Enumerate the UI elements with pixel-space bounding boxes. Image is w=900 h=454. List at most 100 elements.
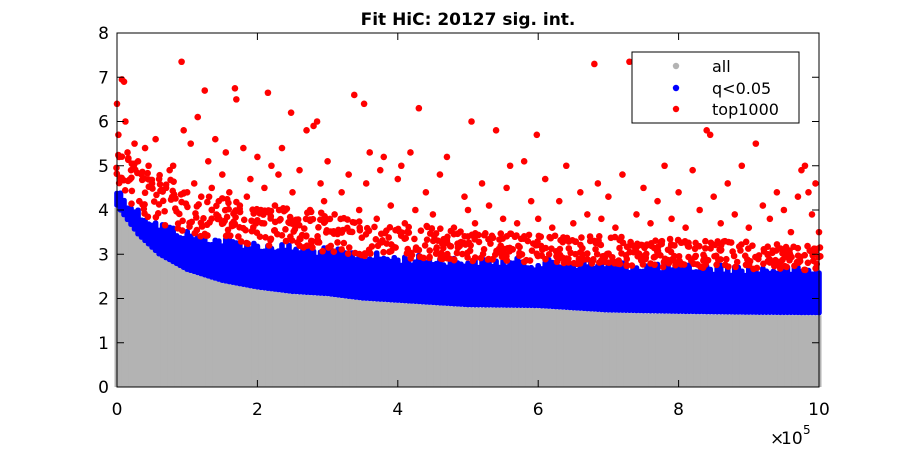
top1000-point bbox=[528, 247, 536, 254]
top1000-point bbox=[745, 224, 753, 231]
top1000-point bbox=[169, 187, 177, 195]
top1000-point bbox=[340, 239, 348, 247]
all-point-column bbox=[177, 268, 183, 387]
top1000-point bbox=[675, 252, 683, 260]
all-point-column bbox=[472, 307, 478, 387]
top1000-point bbox=[804, 259, 812, 267]
top1000-point bbox=[148, 180, 156, 187]
top1000-point bbox=[605, 193, 612, 201]
top1000-point bbox=[556, 245, 564, 253]
all-point-column bbox=[760, 314, 766, 387]
all-point-column bbox=[546, 308, 552, 387]
top1000-point bbox=[345, 244, 353, 251]
top1000-point bbox=[348, 228, 356, 236]
all-point-column bbox=[335, 297, 341, 387]
top1000-point bbox=[526, 257, 534, 264]
all-point-column bbox=[346, 298, 352, 387]
all-point-column bbox=[700, 314, 706, 387]
all-point-column bbox=[753, 314, 759, 387]
top1000-point bbox=[447, 243, 455, 250]
all-point-column bbox=[476, 307, 482, 387]
all-point-column bbox=[483, 307, 489, 387]
top1000-point bbox=[706, 131, 714, 139]
all-point-column bbox=[763, 314, 769, 387]
legend-box bbox=[631, 51, 800, 124]
top1000-point bbox=[623, 255, 631, 263]
all-point-column bbox=[535, 308, 541, 387]
all-point-column bbox=[377, 301, 383, 387]
top1000-point bbox=[730, 252, 738, 260]
top1000-point bbox=[783, 263, 790, 271]
top1000-point bbox=[480, 246, 488, 253]
all-point-column bbox=[511, 307, 517, 387]
top1000-point bbox=[380, 248, 387, 256]
top1000-point bbox=[475, 231, 482, 239]
top1000-point bbox=[626, 58, 633, 66]
all-point-column bbox=[139, 239, 145, 387]
all-point-column bbox=[465, 307, 471, 387]
top1000-point bbox=[497, 230, 505, 237]
y-tick-label: 1 bbox=[98, 334, 109, 354]
all-point-column bbox=[809, 315, 815, 387]
all-point-column bbox=[721, 314, 727, 387]
x-tick-label: 8 bbox=[673, 400, 684, 420]
top1000-point bbox=[257, 206, 265, 214]
top1000-point bbox=[506, 162, 514, 170]
top1000-point bbox=[294, 216, 302, 223]
all-point-column bbox=[311, 295, 317, 387]
all-point-column bbox=[290, 294, 295, 387]
legend-marker-all bbox=[672, 62, 680, 70]
top1000-point bbox=[639, 261, 647, 268]
top1000-point bbox=[153, 191, 160, 199]
top1000-point bbox=[668, 215, 675, 223]
top1000-point bbox=[178, 227, 186, 234]
all-point-column bbox=[542, 308, 548, 387]
top1000-point bbox=[327, 242, 335, 250]
top1000-point bbox=[204, 158, 212, 165]
all-point-column bbox=[209, 279, 215, 387]
top1000-point bbox=[149, 185, 156, 192]
top1000-point bbox=[303, 127, 310, 134]
top1000-point bbox=[733, 258, 741, 266]
top1000-point bbox=[537, 233, 545, 241]
top1000-point bbox=[338, 246, 346, 253]
top1000-point bbox=[232, 213, 239, 221]
all-point-column bbox=[602, 312, 608, 387]
all-point-column bbox=[314, 295, 320, 387]
all-point-column bbox=[286, 293, 292, 387]
top1000-point bbox=[804, 242, 811, 250]
top1000-point bbox=[464, 206, 472, 214]
top1000-point bbox=[398, 162, 405, 170]
all-point-column bbox=[163, 260, 169, 387]
all-point-column bbox=[297, 294, 303, 387]
all-point-column bbox=[349, 299, 355, 387]
top1000-point bbox=[237, 238, 245, 245]
top1000-point bbox=[671, 242, 678, 249]
top1000-point bbox=[411, 235, 418, 243]
all-point-column bbox=[128, 226, 134, 387]
all-point-column bbox=[605, 312, 611, 387]
top1000-point bbox=[443, 153, 451, 161]
all-point-column bbox=[598, 312, 604, 387]
all-point-column bbox=[328, 296, 334, 387]
all-point-column bbox=[279, 292, 285, 387]
all-point-column bbox=[275, 292, 281, 387]
top1000-point bbox=[208, 215, 215, 222]
top1000-point bbox=[365, 227, 373, 235]
top1000-point bbox=[727, 239, 735, 246]
all-point-column bbox=[198, 276, 204, 388]
all-point-column bbox=[525, 308, 531, 387]
top1000-point bbox=[211, 135, 219, 143]
top1000-point bbox=[614, 260, 622, 267]
top1000-point bbox=[204, 198, 211, 206]
all-point-column bbox=[570, 310, 576, 387]
top1000-point bbox=[752, 140, 760, 147]
top1000-point bbox=[319, 247, 326, 255]
all-point-column bbox=[560, 309, 566, 387]
top1000-point bbox=[190, 180, 198, 187]
all-point-column bbox=[118, 212, 124, 387]
top1000-point bbox=[594, 180, 602, 187]
top1000-point bbox=[578, 234, 585, 241]
top1000-point bbox=[260, 220, 268, 227]
